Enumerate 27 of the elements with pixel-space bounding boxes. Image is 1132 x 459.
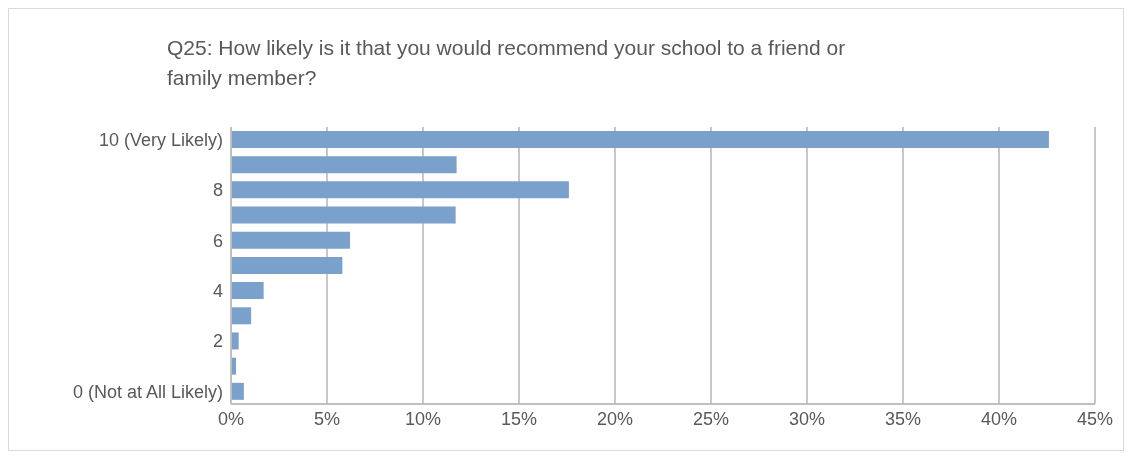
bar: [231, 181, 569, 199]
y-tick-label: 6: [212, 230, 223, 251]
y-tick-label: 4: [212, 281, 223, 302]
x-tick-label: 45%: [1076, 408, 1114, 429]
chart-title: Q25: How likely is it that you would recommend your school to a friend or family member?: [167, 35, 847, 91]
bar: [231, 156, 457, 174]
y-tick-label: 0 (Not at All Likely): [72, 381, 223, 402]
x-tick-label: 30%: [788, 408, 826, 429]
y-tick-label: 8: [212, 180, 223, 201]
bar: [231, 282, 264, 300]
x-tick-label: 0%: [217, 408, 245, 429]
bar: [231, 256, 343, 274]
x-tick-label: 10%: [404, 408, 442, 429]
y-tick-label: 10 (Very Likely): [98, 129, 223, 150]
y-tick-label: 2: [212, 331, 223, 352]
x-tick-label: 15%: [500, 408, 538, 429]
bar: [231, 231, 351, 249]
x-tick-label: 40%: [980, 408, 1018, 429]
bar: [231, 382, 244, 400]
x-tick-label: 20%: [596, 408, 634, 429]
bar: [231, 131, 1049, 148]
x-tick-label: 25%: [692, 408, 730, 429]
bar: [231, 332, 239, 350]
x-tick-label: 5%: [313, 408, 341, 429]
bar: [231, 307, 252, 325]
bar: [231, 206, 456, 224]
x-tick-label: 35%: [884, 408, 922, 429]
